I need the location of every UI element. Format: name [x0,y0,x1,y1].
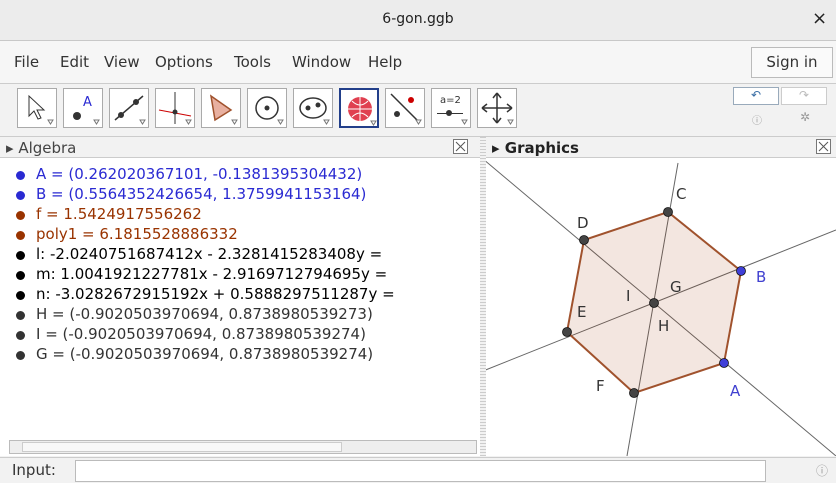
graphics-header [486,137,836,158]
algebra-item[interactable]: A = (0.262020367101, -0.1381395304432) [36,165,363,183]
menu-item[interactable]: Options [155,53,213,71]
input-field[interactable] [75,460,766,482]
window-title: 6-gon.ggb [382,11,454,27]
line-l [486,160,836,456]
algebra-item[interactable]: n: -3.0282672915192x + 0.5888297511287y … [36,285,395,303]
input-label: Input: [12,461,56,479]
point [629,388,639,398]
graphics-title: ▸ Graphics [492,139,579,157]
sign-in-button[interactable]: Sign in [751,47,833,78]
menu-item[interactable]: File [14,53,40,71]
tool-button[interactable]: A [63,88,103,128]
help-icon[interactable]: ⓘ [752,116,762,127]
line-m [486,229,836,371]
point-label: B [756,268,766,286]
algebra-item[interactable]: I = (-0.9020503970694, 0.8738980539274) [36,325,366,343]
menu-item[interactable]: Tools [234,53,271,71]
tool-icon [390,93,422,125]
graphics-title-text: Graphics [504,139,579,157]
point-label: C [676,185,686,203]
point-label: I [626,287,630,305]
tool-icon [158,92,192,125]
close-button[interactable]: × [812,8,828,29]
menu-item[interactable]: Help [368,53,403,71]
split-divider[interactable] [480,137,486,457]
point [649,298,659,308]
menu-item[interactable]: View [104,53,140,71]
algebra-bullet[interactable] [16,331,25,340]
tool-icon [348,97,377,126]
scrollbar-thumb[interactable] [22,442,342,452]
algebra-view [0,158,480,456]
tool-button[interactable] [477,88,517,128]
input-help[interactable]: ⓘ [816,464,829,478]
tool-icon [481,92,514,125]
point-label: H [658,317,669,335]
tool-button[interactable] [247,88,287,128]
tool-button[interactable] [201,88,241,128]
algebra-bullet[interactable] [16,311,25,320]
algebra-close[interactable] [453,139,469,155]
slider-icon-knob [446,110,452,116]
tool-icon: A [73,95,100,125]
algebra-item[interactable]: f = 1.5424917556262 [36,205,202,223]
tool-button[interactable] [155,88,195,128]
point [719,358,729,368]
algebra-bullet[interactable] [16,251,25,260]
algebra-item[interactable]: l: -2.0240751687412x - 2.3281415283408y … [36,245,383,263]
algebra-item[interactable]: G = (-0.9020503970694, 0.8738980539274) [36,345,374,363]
tool-button[interactable] [339,88,379,128]
point-label: E [577,303,586,321]
algebra-bullet[interactable] [16,271,25,280]
redo-button[interactable]: ↷ [781,87,827,105]
point [579,235,589,245]
tool-button[interactable] [109,88,149,128]
algebra-bullet[interactable] [16,351,25,360]
point [663,207,673,217]
tool-icon [209,94,238,125]
algebra-item[interactable]: B = (0.5564352426654, 1.3759941153164) [36,185,367,203]
algebra-item[interactable]: m: 1.0041921227781x - 2.9169712794695y = [36,265,388,283]
tool-button[interactable] [17,88,57,128]
algebra-title-text: Algebra [18,139,77,157]
algebra-item[interactable]: poly1 = 6.1815528886332 [36,225,238,243]
algebra-item[interactable]: H = (-0.9020503970694, 0.8738980539273) [36,305,373,323]
algebra-bullet[interactable] [16,171,25,180]
algebra-title: ▸ Algebra [6,139,77,157]
point-label: F [596,377,605,395]
tool-button[interactable] [293,88,333,128]
tool-icon [299,97,330,125]
point-label: A [730,382,741,400]
algebra-bullet[interactable] [16,291,25,300]
menu-bar [0,41,836,84]
settings-icon[interactable]: ✲ [800,110,811,124]
algebra-bullet[interactable] [16,231,25,240]
point [736,266,746,276]
tool-button[interactable] [431,88,471,128]
tool-button[interactable] [385,88,425,128]
tool-icon [114,95,146,125]
graphics-view[interactable]: A B C D E F G H I [486,158,836,456]
title-bar [0,0,836,41]
tool-icon [28,94,54,125]
point-label: G [670,278,682,296]
point-label: D [577,214,589,232]
slider-icon-label: a=2 [440,95,461,106]
graphics-close[interactable] [816,139,832,155]
algebra-bullet[interactable] [16,211,25,220]
tool-icon [461,119,468,125]
algebra-bullet[interactable] [16,191,25,200]
undo-button[interactable]: ↶ [733,87,779,105]
tool-icon [255,96,284,125]
algebra-header [0,137,480,158]
menu-item[interactable]: Window [292,53,352,71]
menu-item[interactable]: Edit [60,53,90,71]
point [562,327,572,337]
svg-text:A: A [83,95,92,110]
